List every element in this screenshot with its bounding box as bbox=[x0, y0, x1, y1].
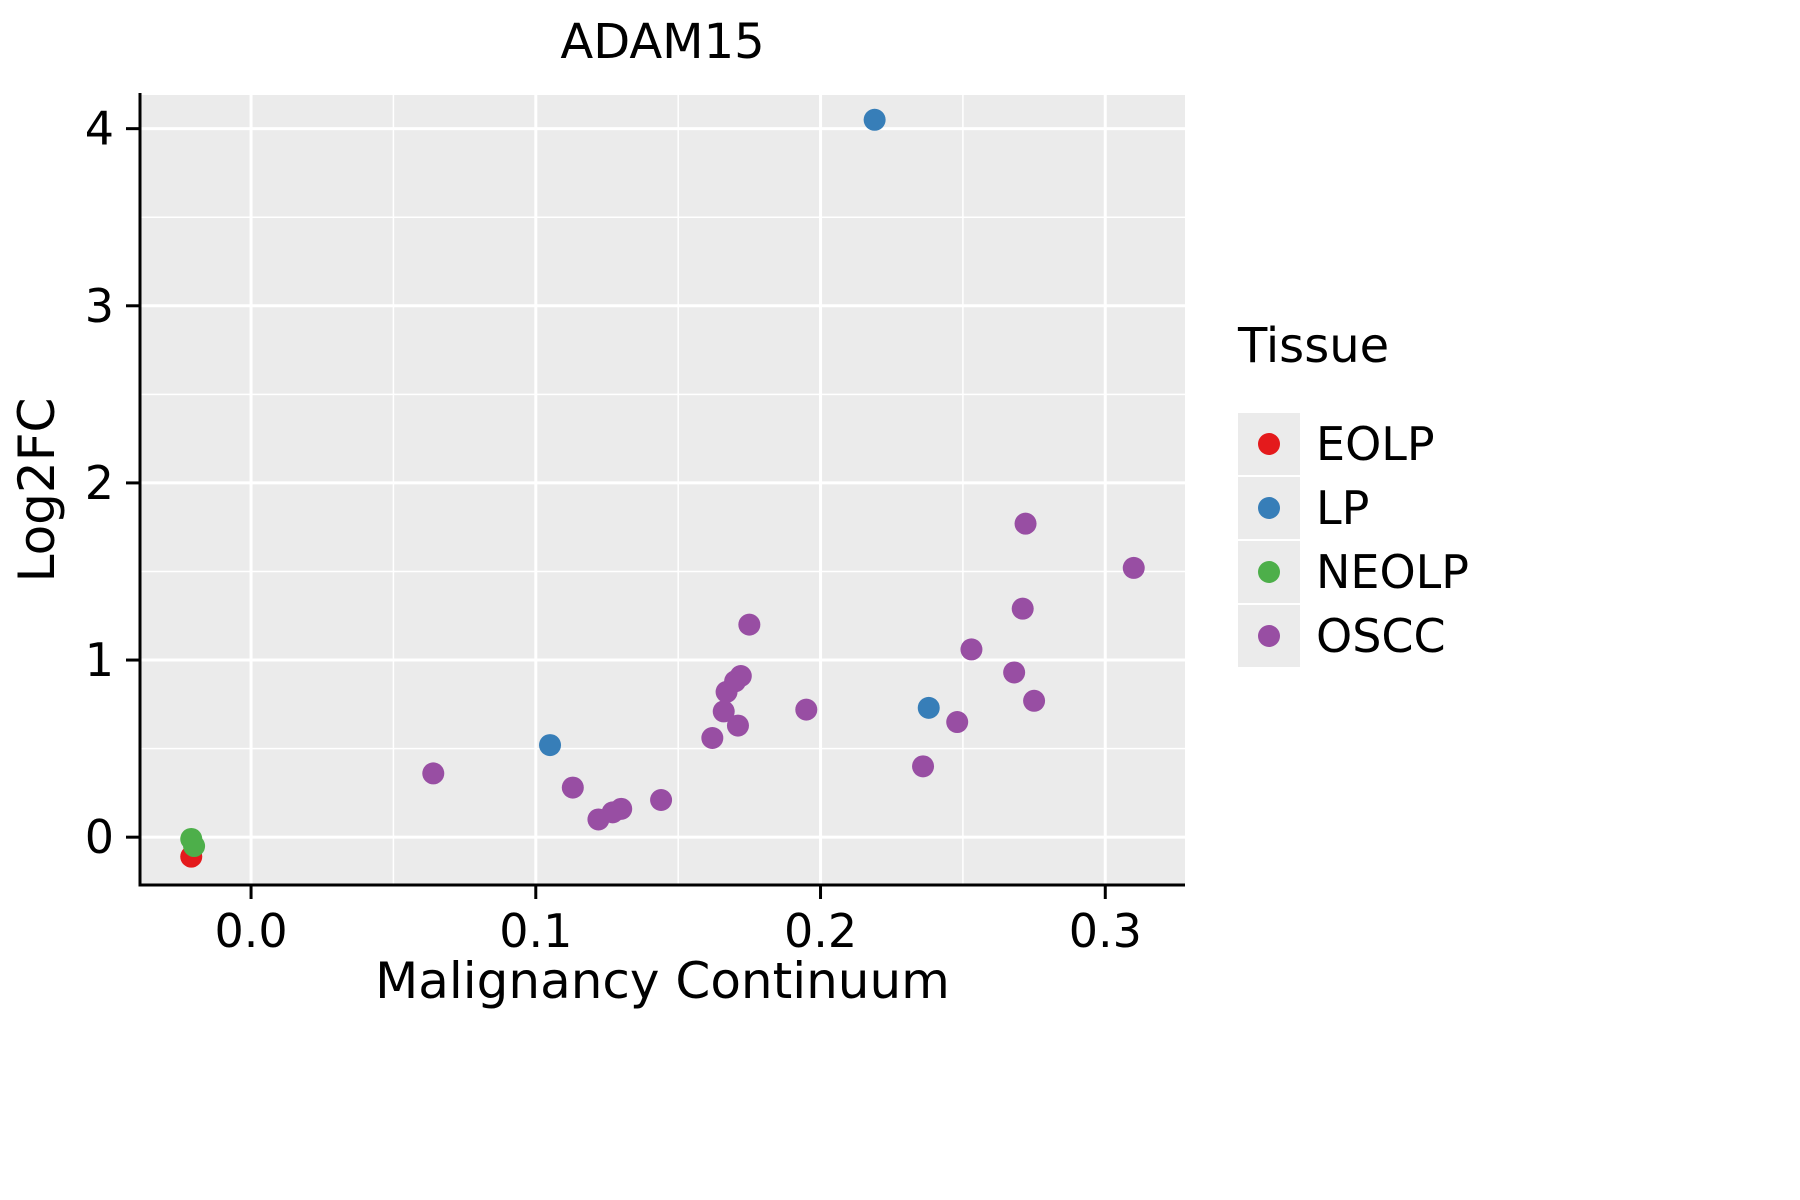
y-tick-label: 2 bbox=[85, 456, 114, 510]
data-point-oscc bbox=[1023, 689, 1046, 712]
legend-items: EOLP LP NEOLP OSCC bbox=[1238, 412, 1469, 668]
y-axis-label: Log2FC bbox=[8, 397, 66, 583]
legend-label: EOLP bbox=[1316, 417, 1435, 471]
y-tick-label: 4 bbox=[85, 102, 114, 156]
data-point-oscc bbox=[1122, 556, 1145, 579]
data-point-lp bbox=[863, 108, 886, 131]
data-point-oscc bbox=[561, 776, 584, 799]
data-point-oscc bbox=[729, 664, 752, 687]
data-point-oscc bbox=[960, 638, 983, 661]
x-axis-label: Malignancy Continuum bbox=[375, 952, 950, 1010]
data-point-oscc bbox=[701, 726, 724, 749]
data-point-oscc bbox=[610, 797, 633, 820]
data-point-oscc bbox=[946, 711, 969, 734]
legend-key bbox=[1238, 541, 1300, 603]
data-point-oscc bbox=[912, 755, 935, 778]
legend-item-lp: LP bbox=[1238, 476, 1469, 540]
legend-key bbox=[1238, 413, 1300, 475]
legend-dot-icon bbox=[1258, 433, 1280, 455]
legend-title: Tissue bbox=[1238, 318, 1390, 374]
x-tick-label: 0.3 bbox=[1069, 904, 1142, 958]
data-point-neolp bbox=[183, 835, 206, 858]
legend-label: OSCC bbox=[1316, 609, 1446, 663]
data-point-lp bbox=[539, 734, 562, 757]
data-point-oscc bbox=[712, 700, 735, 723]
data-point-oscc bbox=[422, 762, 445, 785]
legend-key bbox=[1238, 605, 1300, 667]
data-point-oscc bbox=[1003, 661, 1026, 684]
data-point-oscc bbox=[795, 698, 818, 721]
chart-title: ADAM15 bbox=[560, 14, 765, 70]
data-point-lp bbox=[917, 696, 940, 719]
legend: Tissue EOLP LP NEOLP OSCC bbox=[1238, 318, 1469, 668]
legend-dot-icon bbox=[1258, 625, 1280, 647]
x-tick-label: 0.2 bbox=[784, 904, 857, 958]
data-point-oscc bbox=[738, 613, 761, 636]
x-tick-label: 0.0 bbox=[214, 904, 287, 958]
legend-dot-icon bbox=[1258, 497, 1280, 519]
legend-label: LP bbox=[1316, 481, 1370, 535]
y-tick-label: 3 bbox=[85, 279, 114, 333]
legend-item-oscc: OSCC bbox=[1238, 604, 1469, 668]
legend-key bbox=[1238, 477, 1300, 539]
data-point-oscc bbox=[726, 714, 749, 737]
y-tick-label: 0 bbox=[85, 810, 114, 864]
legend-dot-icon bbox=[1258, 561, 1280, 583]
y-tick-label: 1 bbox=[85, 633, 114, 687]
data-point-oscc bbox=[650, 788, 673, 811]
data-point-oscc bbox=[1011, 597, 1034, 620]
legend-item-eolp: EOLP bbox=[1238, 412, 1469, 476]
x-tick-label: 0.1 bbox=[499, 904, 572, 958]
plot-panel bbox=[140, 95, 1185, 885]
legend-label: NEOLP bbox=[1316, 545, 1470, 599]
data-point-oscc bbox=[1014, 512, 1037, 535]
legend-item-neolp: NEOLP bbox=[1238, 540, 1469, 604]
